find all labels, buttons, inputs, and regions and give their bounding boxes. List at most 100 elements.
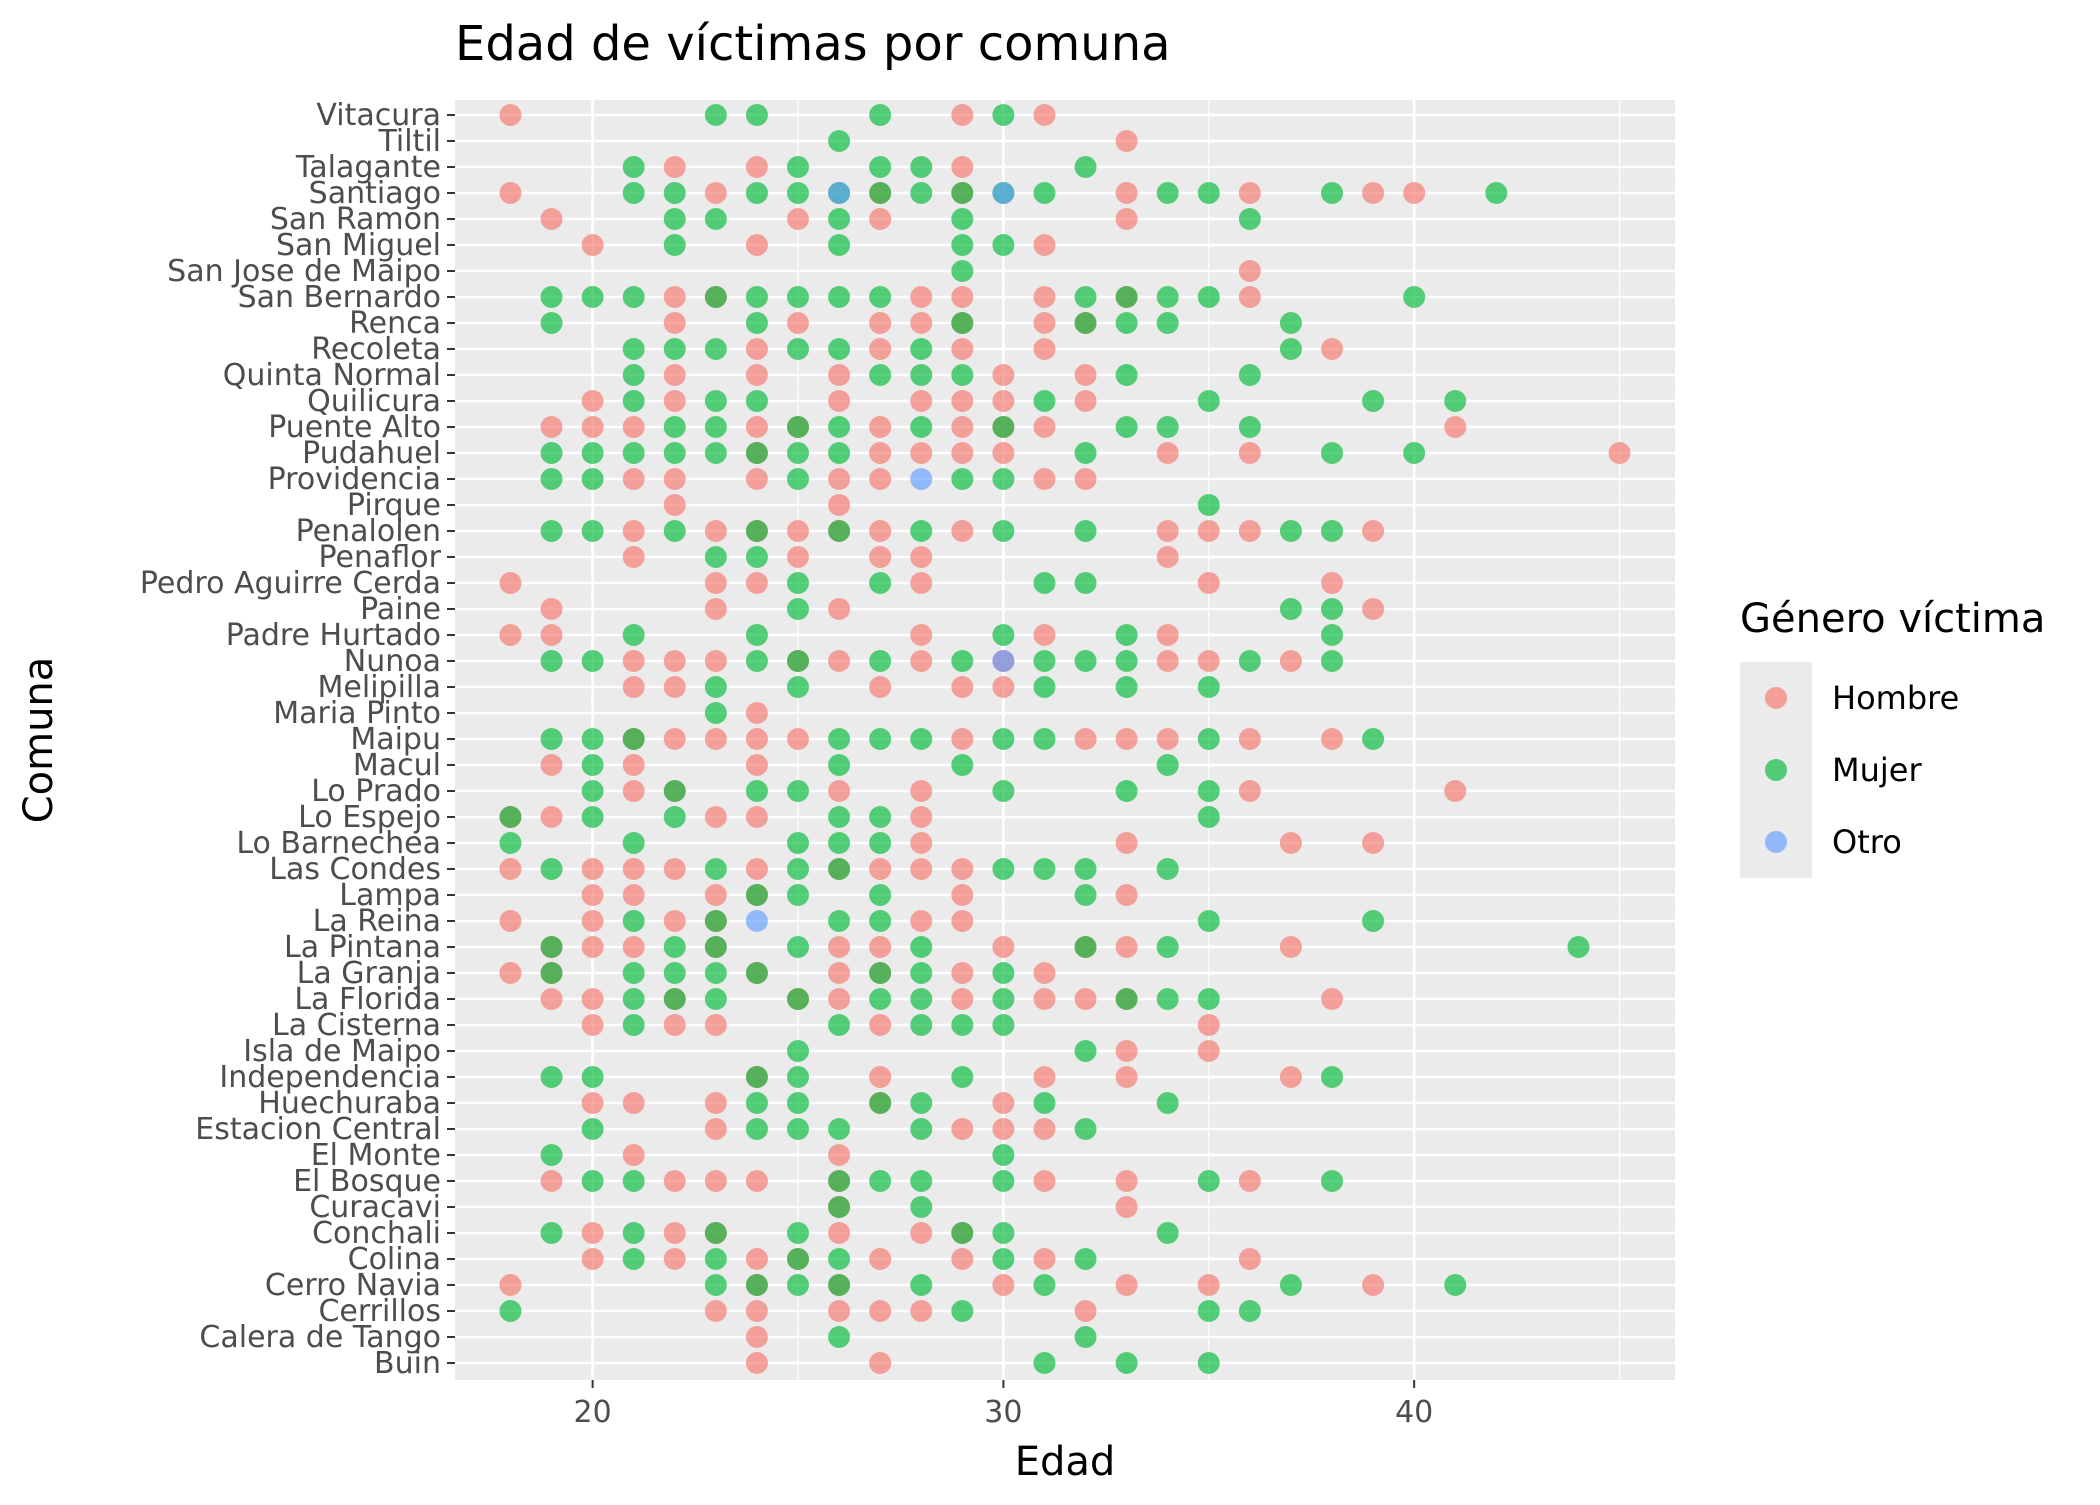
y-tick-label: El Bosque [293,1164,441,1199]
point-hombre [1156,546,1179,568]
point-mujer [1238,208,1261,230]
point-mujer [786,338,809,360]
legend-key-mujer [1765,759,1787,781]
axis-ticks [447,114,1416,1388]
point-hombre [745,416,768,438]
legend-label-otro: Otro [1832,823,1902,861]
point-mujer [540,1144,563,1166]
point-hombre [581,1248,604,1270]
point-hombre [745,728,768,750]
point-hombre [1238,442,1261,464]
point-hombre [1238,780,1261,802]
point-hombre [499,624,522,646]
point-hombre [663,312,686,334]
legend-key-otro [1765,831,1787,853]
point-mujer [1197,780,1220,802]
point-mujer [951,1222,974,1244]
point-mujer [704,988,727,1010]
point-hombre [581,884,604,906]
y-tick-label: Buin [374,1346,441,1381]
point-mujer [786,936,809,958]
point-mujer [869,364,892,386]
point-mujer [786,1118,809,1140]
point-mujer [992,1248,1015,1270]
point-hombre [910,858,933,880]
point-mujer [1074,1326,1097,1348]
point-mujer [704,702,727,724]
point-mujer [786,468,809,490]
point-mujer [745,286,768,308]
point-mujer [828,910,851,932]
point-mujer [910,520,933,542]
point-mujer [1074,572,1097,594]
y-tick-label: Puente Alto [268,410,441,445]
point-mujer [622,1170,645,1192]
point-hombre [663,910,686,932]
point-hombre [1033,1170,1056,1192]
point-mujer [1156,286,1179,308]
x-axis-title: Edad [1015,1439,1116,1485]
point-mujer [622,962,645,984]
point-mujer [828,832,851,854]
point-mujer [992,104,1015,126]
y-tick-label: Tiltil [377,124,441,159]
point-hombre [704,650,727,672]
point-mujer [951,754,974,776]
chart-title: Edad de víctimas por comuna [455,16,1171,72]
point-hombre [499,962,522,984]
point-mujer [540,936,563,958]
point-hombre [1074,728,1097,750]
point-hombre [540,1170,563,1192]
point-mujer [786,832,809,854]
point-mujer [992,1144,1015,1166]
point-hombre [704,572,727,594]
point-hombre [540,208,563,230]
point-hombre [663,1248,686,1270]
point-mujer [1033,728,1056,750]
point-hombre [581,858,604,880]
point-mujer [1033,182,1056,204]
point-mujer [540,442,563,464]
y-tick-label: Macul [353,748,441,783]
point-hombre [1197,1014,1220,1036]
point-otro [910,468,933,490]
point-hombre [869,858,892,880]
point-mujer [910,1274,933,1296]
point-mujer [828,208,851,230]
point-mujer [1074,312,1097,334]
y-tick-label: Santiago [309,176,441,211]
point-hombre [1033,338,1056,360]
point-hombre [910,780,933,802]
point-hombre [951,416,974,438]
point-mujer [828,520,851,542]
point-hombre [1033,416,1056,438]
point-hombre [663,364,686,386]
point-mujer [1156,1092,1179,1114]
point-mujer [869,832,892,854]
y-tick-label: Padre Hurtado [226,618,441,653]
point-mujer [828,858,851,880]
point-hombre [869,468,892,490]
point-hombre [745,1248,768,1270]
point-mujer [581,650,604,672]
point-hombre [1033,1118,1056,1140]
point-hombre [1156,442,1179,464]
point-hombre [828,494,851,516]
point-hombre [869,442,892,464]
point-hombre [992,1118,1015,1140]
point-hombre [745,156,768,178]
point-mujer [1156,858,1179,880]
point-mujer [992,520,1015,542]
point-mujer [1115,416,1138,438]
point-hombre [951,988,974,1010]
point-hombre [1279,1066,1302,1088]
point-hombre [1115,832,1138,854]
point-mujer [828,1274,851,1296]
point-hombre [622,780,645,802]
point-mujer [704,1222,727,1244]
point-mujer [786,598,809,620]
point-hombre [1115,1274,1138,1296]
point-hombre [951,390,974,412]
point-mujer [828,234,851,256]
